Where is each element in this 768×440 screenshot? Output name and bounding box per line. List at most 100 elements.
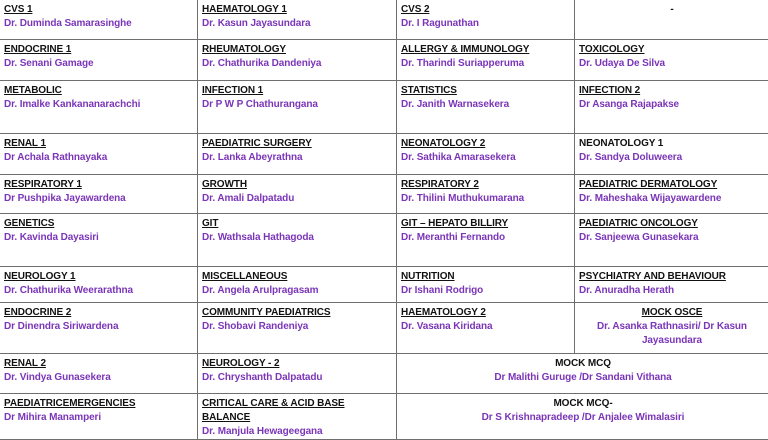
lecturer-name: Dr. Sanjeewa Gunasekara (579, 231, 765, 245)
lecturer-name: Dr Pushpika Jayawardena (4, 192, 193, 206)
topic-heading: METABOLIC (4, 84, 193, 98)
lecturer-name: Dr. Asanka Rathnasiri/ Dr Kasun Jayasund… (595, 320, 749, 348)
lecturer-name: Dr. Kavinda Dayasiri (4, 231, 193, 245)
lecturer-name: Dr Ishani Rodrigo (401, 284, 570, 298)
topic-heading: GENETICS (4, 217, 193, 231)
lecturer-name: Dr. Meranthi Fernando (401, 231, 570, 245)
topic-heading: MISCELLANEOUS (202, 270, 392, 284)
topic-heading: NEONATOLOGY 2 (401, 137, 570, 151)
lecturer-name: Dr. Chathurika Weerarathna (4, 284, 193, 298)
lecturer-name: Dr. Vasana Kiridana (401, 320, 570, 334)
topic-heading: RENAL 1 (4, 137, 193, 151)
lecturer-name: Dr. Maheshaka Wijayawardene (579, 192, 765, 206)
lecturer-name: Dr. Amali Dalpatadu (202, 192, 392, 206)
topic-heading: NUTRITION (401, 270, 570, 284)
topic-heading: PAEDIATRIC DERMATOLOGY (579, 178, 765, 192)
topic-heading: MOCK MCQ- (401, 397, 765, 411)
topic-heading: GROWTH (202, 178, 392, 192)
lecturer-name: Dr. Janith Warnasekera (401, 98, 570, 112)
topic-heading: PAEDIATRIC ONCOLOGY (579, 217, 765, 231)
lecturer-name: Dr Malithi Guruge /Dr Sandani Vithana (401, 371, 765, 385)
topic-heading: STATISTICS (401, 84, 570, 98)
topic-heading: GIT (202, 217, 392, 231)
lecturer-name: Dr Asanga Rajapakse (579, 98, 765, 112)
topic-heading: PSYCHIATRY AND BEHAVIOUR (579, 270, 765, 284)
topic-heading: GIT – HEPATO BILLIRY (401, 217, 570, 231)
topic-heading: CVS 2 (401, 3, 570, 17)
topic-heading: INFECTION 2 (579, 84, 765, 98)
lecturer-name: Dr Dinendra Siriwardena (4, 320, 193, 334)
topic-heading: - (579, 3, 765, 17)
topic-heading: MOCK OSCE (595, 306, 749, 320)
lecturer-name: Dr. Thilini Muthukumarana (401, 192, 570, 206)
topic-heading: RENAL 2 (4, 357, 193, 371)
topic-heading: ENDOCRINE 2 (4, 306, 193, 320)
topic-heading: RESPIRATORY 1 (4, 178, 193, 192)
topic-heading: NEUROLOGY 1 (4, 270, 193, 284)
lecturer-name: Dr. Imalke Kankananarachchi (4, 98, 193, 112)
topic-heading: HAEMATOLOGY 1 (202, 3, 392, 17)
topic-heading: PAEDIATRIC SURGERY (202, 137, 392, 151)
topic-heading: RESPIRATORY 2 (401, 178, 570, 192)
topic-heading: MOCK MCQ (401, 357, 765, 371)
topic-heading: INFECTION 1 (202, 84, 392, 98)
topic-heading: CVS 1 (4, 3, 193, 17)
lecturer-name: Dr. I Ragunathan (401, 17, 570, 31)
lecturer-name: Dr. Shobavi Randeniya (202, 320, 392, 334)
lecturer-name: Dr. Lanka Abeyrathna (202, 151, 392, 165)
lecturer-name: Dr. Wathsala Hathagoda (202, 231, 392, 245)
topic-heading: NEONATOLOGY 1 (579, 137, 765, 151)
lecturer-name: Dr. Chryshanth Dalpatadu (202, 371, 392, 385)
topic-heading: ENDOCRINE 1 (4, 43, 193, 57)
topic-heading: COMMUNITY PAEDIATRICS (202, 306, 392, 320)
lecturer-name: Dr P W P Chathurangana (202, 98, 392, 112)
lecturer-name: Dr Mihira Manamperi (4, 411, 193, 425)
topic-heading: RHEUMATOLOGY (202, 43, 392, 57)
lecturer-name: Dr. Anuradha Herath (579, 284, 765, 298)
lecturer-name: Dr. Angela Arulpragasam (202, 284, 392, 298)
lecturer-name: Dr. Udaya De Silva (579, 57, 765, 71)
lecturer-name: Dr Achala Rathnayaka (4, 151, 193, 165)
lecturer-name: Dr. Tharindi Suriapperuma (401, 57, 570, 71)
topic-heading: TOXICOLOGY (579, 43, 765, 57)
lecturer-name: Dr. Sandya Doluweera (579, 151, 765, 165)
